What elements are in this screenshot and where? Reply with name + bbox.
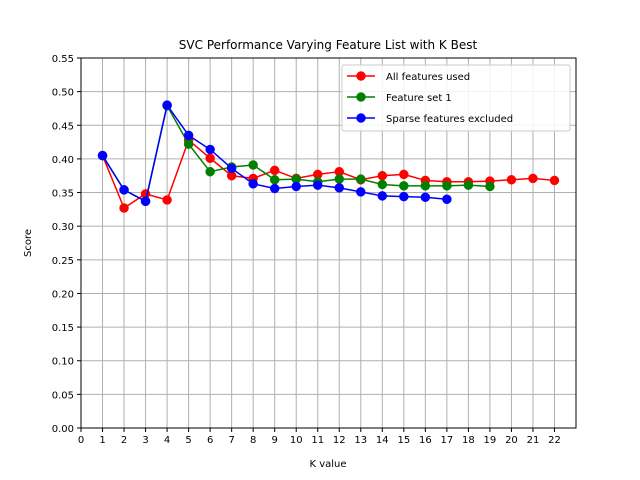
y-tick-label: 0.10 [52, 357, 74, 368]
data-point-series-2 [183, 139, 194, 149]
data-point-series-3 [183, 130, 194, 141]
data-point-series-1 [269, 165, 280, 176]
x-tick-label: 2 [121, 435, 127, 446]
data-point-series-1 [377, 170, 388, 181]
data-point-series-2 [269, 175, 280, 185]
data-point-series-1 [506, 175, 517, 185]
legend-box [341, 64, 571, 132]
x-tick-label: 15 [397, 435, 410, 446]
legend-marker-3 [356, 113, 366, 123]
data-point-series-1 [162, 195, 172, 205]
y-tick-label: 0.00 [52, 424, 74, 435]
data-point-series-2 [248, 160, 258, 170]
x-tick-label: 12 [333, 435, 346, 446]
data-point-series-3 [377, 191, 388, 201]
data-point-series-3 [420, 192, 431, 203]
data-point-series-1 [528, 173, 538, 184]
y-tick-label: 0.30 [52, 222, 74, 233]
data-point-series-2 [485, 181, 495, 192]
legend-label-1: All features used [386, 72, 470, 83]
data-point-series-3 [205, 144, 215, 155]
data-point-series-2 [442, 181, 452, 191]
data-point-series-2 [420, 181, 431, 191]
x-tick-label: 8 [250, 435, 256, 446]
y-tick-label: 0.55 [52, 54, 74, 65]
data-point-series-3 [140, 196, 151, 207]
y-tick-label: 0.40 [52, 155, 74, 166]
data-point-series-3 [312, 180, 323, 190]
x-tick-label: 18 [462, 435, 475, 446]
data-point-series-3 [162, 100, 172, 110]
x-axis-label: K value [309, 459, 346, 470]
x-tick-label: 10 [290, 435, 303, 446]
data-point-series-3 [442, 194, 452, 205]
x-tick-label: 0 [78, 435, 84, 446]
x-tick-label: 13 [354, 435, 367, 446]
x-tick-label: 19 [484, 435, 497, 446]
x-tick-label: 11 [311, 435, 324, 446]
data-point-series-3 [226, 163, 237, 174]
data-point-series-2 [377, 179, 388, 190]
data-point-series-1 [119, 203, 129, 213]
data-point-series-2 [463, 180, 474, 190]
data-point-series-3 [356, 187, 366, 197]
x-tick-label: 20 [505, 435, 518, 446]
y-tick-label: 0.15 [52, 323, 74, 334]
series-line-1 [101, 139, 555, 209]
x-tick-label: 1 [99, 435, 105, 446]
data-point-series-1 [205, 153, 215, 163]
chart-title: SVC Performance Varying Feature List wit… [179, 38, 478, 52]
y-tick-label: 0.25 [52, 256, 74, 267]
data-point-series-3 [334, 183, 345, 193]
y-tick-label: 0.50 [52, 88, 74, 99]
y-tick-label: 0.05 [52, 390, 74, 401]
y-tick-label: 0.20 [52, 289, 74, 300]
data-point-series-3 [399, 191, 409, 202]
x-tick-label: 22 [548, 435, 561, 446]
data-point-series-2 [334, 174, 345, 184]
x-tick-label: 21 [527, 435, 540, 446]
data-point-series-3 [119, 185, 129, 195]
axes-frame [80, 57, 577, 429]
x-tick-label: 7 [228, 435, 234, 446]
legend-marker-1 [356, 71, 366, 81]
data-point-series-3 [248, 179, 258, 189]
x-tick-label: 5 [185, 435, 191, 446]
legend-label-3: Sparse features excluded [386, 114, 513, 125]
x-tick-label: 6 [207, 435, 213, 446]
x-tick-label: 9 [272, 435, 278, 446]
x-tick-label: 3 [142, 435, 148, 446]
data-point-series-1 [399, 169, 409, 180]
legend-label-2: Feature set 1 [386, 93, 452, 104]
y-tick-label: 0.35 [52, 189, 74, 200]
data-point-series-2 [399, 181, 409, 191]
data-point-series-1 [549, 175, 560, 186]
x-tick-label: 4 [164, 435, 170, 446]
legend-marker-2 [356, 92, 366, 102]
x-tick-label: 16 [419, 435, 432, 446]
x-tick-label: 14 [376, 435, 389, 446]
data-point-series-3 [269, 183, 280, 194]
y-axis-label: Score [23, 229, 34, 257]
data-point-series-2 [356, 174, 366, 184]
data-point-series-3 [97, 150, 108, 161]
plot-area: 0 1 2 3 4 5 6 7 8 9 10 11 12 13 14 15 16 17 18 19 20 21 220.00… [52, 54, 577, 446]
data-point-series-2 [205, 166, 215, 177]
data-point-series-3 [291, 181, 301, 192]
x-tick-label: 17 [441, 435, 454, 446]
y-tick-label: 0.45 [52, 121, 74, 132]
